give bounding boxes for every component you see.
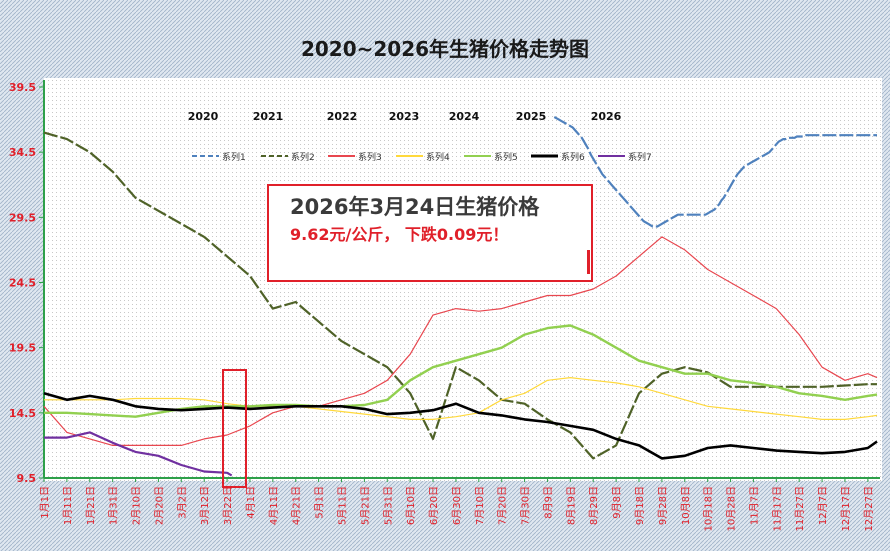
- x-tick-label: 9月28日: [657, 486, 669, 525]
- year-label: 2025: [516, 110, 547, 123]
- x-tick-label: 6月20日: [428, 486, 440, 525]
- x-tick-label: 8月19日: [565, 486, 577, 525]
- x-tick-label: 11月27日: [794, 486, 806, 531]
- x-tick-label: 5月11日: [337, 486, 349, 525]
- date-highlight-box: [222, 369, 247, 488]
- price-annotation: 2026年3月24日生猪价格 9.62元/公斤， 下跌0.09元！: [267, 184, 593, 282]
- annotation-line1: 2026年3月24日生猪价格: [290, 195, 540, 219]
- year-label: 2023: [389, 110, 420, 123]
- year-label: 2022: [327, 110, 358, 123]
- legend-label: 系列4: [426, 151, 450, 163]
- x-tick-label: 9月18日: [634, 486, 646, 525]
- legend: 系列1 系列2 系列3 系列4 系列5 系列6 系列7: [192, 151, 652, 163]
- year-label: 2024: [449, 110, 480, 123]
- x-tick-label: 7月30日: [520, 486, 532, 525]
- x-tick-label: 6月10日: [405, 486, 417, 525]
- x-tick-label: 8月29日: [588, 486, 600, 525]
- legend-label: 系列2: [291, 151, 315, 163]
- x-tick-label: 1月11日: [62, 486, 74, 525]
- x-tick-label: 1月21日: [85, 486, 97, 525]
- y-axis: 9.5 14.5 19.5 24.5 29.5 34.5 39.5: [9, 80, 45, 485]
- series-line-3: [43, 236, 878, 446]
- x-tick-label: 10月28日: [726, 486, 738, 531]
- series-line-7: [44, 431, 233, 477]
- x-tick-label: 12月17日: [840, 486, 852, 531]
- y-tick-label: 39.5: [9, 81, 36, 94]
- x-tick-label: 2月20日: [153, 486, 165, 525]
- x-tick-label: 3月2日: [176, 486, 188, 519]
- series-line-5: [44, 324, 878, 418]
- x-tick-label: 12月27日: [863, 486, 875, 531]
- x-tick-label: 6月30日: [451, 486, 463, 525]
- annotation-box: [267, 184, 593, 282]
- x-tick-label: 10月8日: [680, 486, 692, 525]
- x-tick-label: 1月31日: [108, 486, 120, 525]
- x-tick-label: 4月1日: [245, 486, 257, 519]
- x-tick-label: 1月1日: [39, 486, 51, 519]
- year-label: 2026: [591, 110, 622, 123]
- x-tick-label: 4月11日: [268, 486, 280, 525]
- x-tick-label: 7月10日: [474, 486, 486, 525]
- x-tick-label: 3月12日: [199, 486, 211, 525]
- x-tick-label: 10月18日: [703, 486, 715, 531]
- x-tick-label: 11月7日: [748, 486, 760, 525]
- series-lines: [43, 116, 878, 477]
- x-tick-label: 9月8日: [611, 486, 623, 519]
- annotation-line2: 9.62元/公斤， 下跌0.09元！: [290, 225, 508, 244]
- x-tick-label: 7月20日: [497, 486, 509, 525]
- x-tick-label: 5月21日: [359, 486, 371, 525]
- x-axis: 1月1日 1月11日 1月21日 1月31日 2月10日 2月20日 3月2日 3月12日 3月…: [39, 477, 880, 531]
- legend-label: 系列1: [222, 151, 246, 163]
- legend-label: 系列7: [628, 151, 652, 163]
- series-line-4: [44, 377, 878, 420]
- legend-label: 系列5: [494, 151, 518, 163]
- x-tick-label: 12月7日: [817, 486, 829, 525]
- year-label: 2020: [188, 110, 219, 123]
- year-label: 2021: [253, 110, 284, 123]
- series-line-6: [43, 392, 878, 460]
- y-tick-label: 19.5: [9, 342, 36, 355]
- y-tick-label: 24.5: [9, 277, 36, 290]
- annotation-marker: [587, 250, 590, 274]
- legend-label: 系列3: [358, 151, 382, 163]
- series-line-1: [553, 116, 877, 228]
- y-tick-label: 14.5: [9, 407, 36, 420]
- x-tick-label: 8月9日: [542, 486, 554, 519]
- series-line-2: [43, 131, 877, 460]
- x-tick-label: 5月1日: [314, 486, 326, 519]
- y-tick-label: 9.5: [17, 472, 37, 485]
- year-labels: 2020 2021 2022 2023 2024 2025 2026: [188, 110, 622, 123]
- x-tick-label: 4月21日: [291, 486, 303, 525]
- y-tick-label: 29.5: [9, 211, 36, 224]
- x-tick-label: 3月22日: [222, 486, 234, 525]
- y-tick-label: 34.5: [9, 146, 36, 159]
- chart-title: 2020~2026年生猪价格走势图: [301, 37, 589, 61]
- x-tick-label: 2月10日: [131, 486, 143, 525]
- x-tick-label: 11月17日: [771, 486, 783, 531]
- legend-label: 系列6: [561, 151, 585, 163]
- x-tick-label: 5月31日: [382, 486, 394, 525]
